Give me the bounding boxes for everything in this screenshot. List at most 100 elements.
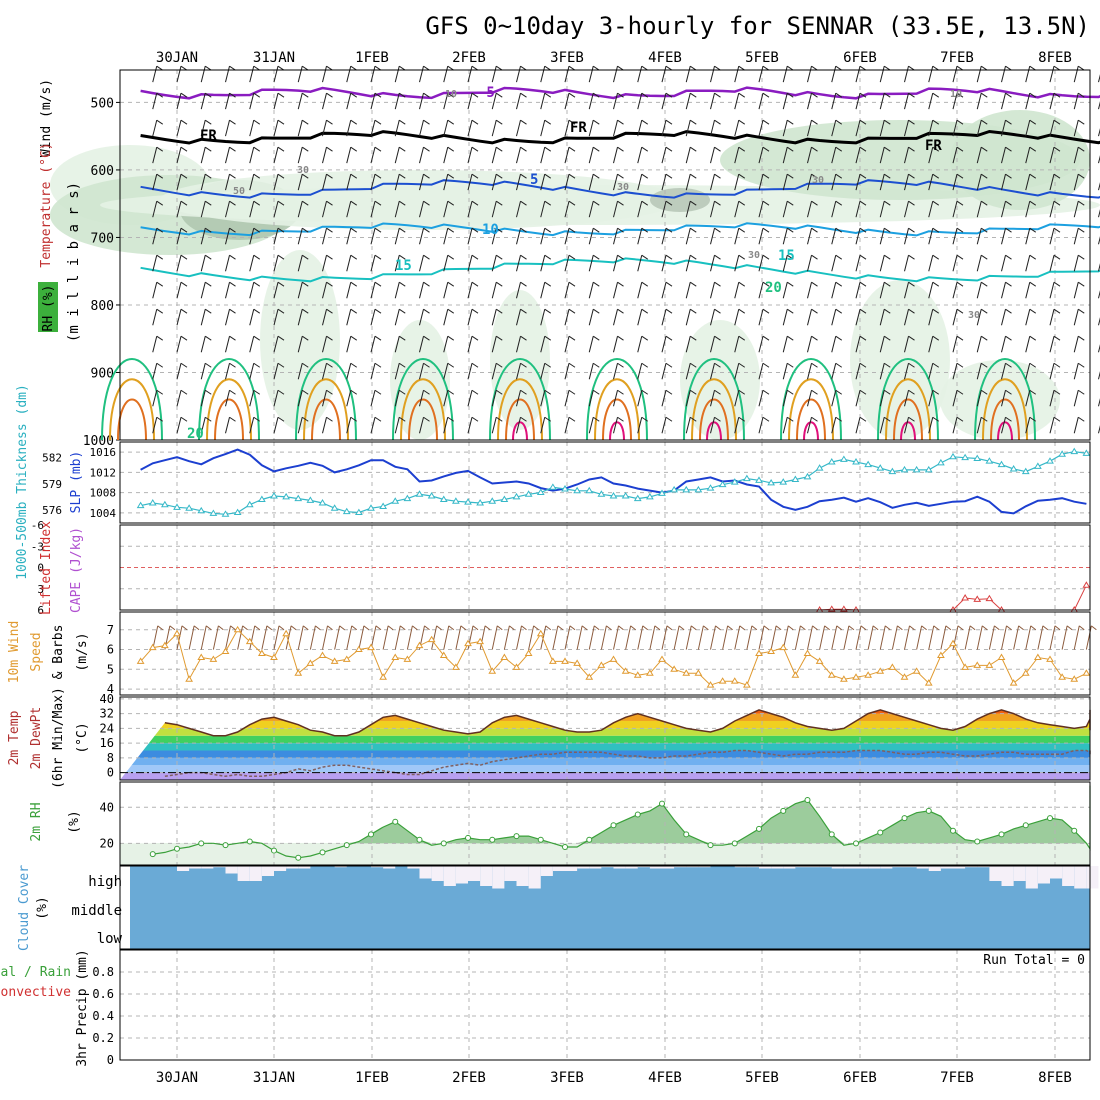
wind-barb <box>855 174 861 191</box>
wind-barb <box>419 390 424 407</box>
wind-barb <box>297 120 303 137</box>
thickness-line-marker <box>548 483 557 490</box>
wind-barb <box>904 282 909 299</box>
wind-barb-flag <box>520 119 527 125</box>
wind-barb-flag <box>495 146 503 152</box>
wind-barb <box>758 363 764 380</box>
wind-barb-flag <box>641 200 649 206</box>
wind-barb <box>819 625 826 650</box>
high-cloud-gap <box>734 866 747 868</box>
wind-barb <box>564 390 570 407</box>
wind-barb <box>467 417 473 434</box>
wind-barb-flag <box>617 92 624 98</box>
wind-barb-flag <box>374 416 382 422</box>
wind-barb <box>467 228 473 245</box>
wind-barb-flag <box>786 173 794 179</box>
wind-barb-flag <box>326 389 333 395</box>
wind-barb-flag <box>775 625 782 631</box>
wind-barb <box>831 174 837 191</box>
wind-barb-flag <box>472 625 479 631</box>
wind-speed-line-marker <box>973 661 982 668</box>
wind-barb <box>661 120 667 137</box>
temp-band <box>120 713 1090 721</box>
wind-barb <box>273 120 279 137</box>
wind-barb-flag <box>689 146 697 152</box>
wind-barb-flag <box>1053 362 1061 368</box>
wind-barb <box>1049 255 1055 272</box>
wind-barb-flag <box>811 65 818 71</box>
wind-barb <box>758 147 764 164</box>
wind-barb <box>443 336 449 353</box>
wind-barb-flag <box>956 65 964 71</box>
temp-label-4: (°C) <box>75 722 90 753</box>
wind-barb-flag <box>811 281 818 287</box>
top-date-label: 4FEB <box>648 50 682 66</box>
wind-barb-flag <box>399 625 406 631</box>
wind-barb-flag <box>714 200 721 206</box>
wind-barb-flag <box>811 200 818 206</box>
wind-barb-flag <box>932 65 940 71</box>
wind-barb <box>443 309 449 326</box>
wind-barb <box>782 120 788 137</box>
wind-barb <box>1073 255 1079 272</box>
wind-barb-flag <box>374 92 382 98</box>
thickness-line-marker <box>633 494 642 502</box>
wind-barb <box>758 336 764 353</box>
wind-barb-flag <box>714 308 721 314</box>
wind-barb <box>637 625 644 650</box>
high-cloud-gap <box>771 866 784 869</box>
wind-barb-flag <box>786 308 794 314</box>
wind-barb <box>613 147 618 164</box>
wind-barb <box>176 66 182 83</box>
wind-barb-flag <box>665 146 673 152</box>
contour-label: 30 <box>297 165 309 176</box>
wind-barb <box>807 93 812 110</box>
wind-barb-flag <box>714 281 721 287</box>
wind-barb-flag <box>727 625 733 631</box>
wind-barb <box>928 625 935 650</box>
wind-barb <box>1037 625 1044 650</box>
bottom-date-label: 6FEB <box>843 1070 877 1086</box>
wind-barb <box>976 120 982 137</box>
bottom-date-label: 5FEB <box>745 1070 779 1086</box>
wind-barb-flag <box>980 254 988 260</box>
wind-barb-flag <box>447 119 455 125</box>
wind-barb-flag <box>180 281 188 287</box>
wind-barb <box>879 174 885 191</box>
isotherm-25 <box>982 378 1028 441</box>
wind-barb-flag <box>326 281 333 287</box>
wind-barb <box>564 174 570 191</box>
wind-barb-flag <box>689 362 697 368</box>
wind-barb <box>297 390 303 407</box>
cloud-fill <box>130 866 1090 949</box>
thickness-line-marker <box>718 480 727 488</box>
high-cloud-gap <box>213 866 226 868</box>
wind-barb-flag <box>180 335 188 341</box>
wind-barb <box>1049 120 1055 137</box>
wind-barb-flag <box>859 173 867 179</box>
wind-barb-flag <box>521 625 527 631</box>
wind-barb <box>297 255 303 272</box>
thickness-line-marker <box>403 494 412 502</box>
wind-barb-flag <box>350 173 358 179</box>
high-cloud-gap <box>480 866 493 886</box>
wind-barb-flag <box>204 281 212 287</box>
wind-barb <box>273 282 279 299</box>
wind-barb <box>807 255 812 272</box>
wind-barb-flag <box>423 92 430 98</box>
wind-barb <box>540 174 546 191</box>
wind-barb-flag <box>544 119 552 125</box>
wind-barb <box>1049 363 1055 380</box>
thickness-line-marker <box>827 458 836 465</box>
pressure-tick-label: 700 <box>91 231 114 246</box>
wind-barb <box>952 282 958 299</box>
wind-barb-flag <box>835 362 843 368</box>
rh2m-label-1: 2m RH <box>29 802 44 841</box>
wind-barb-flag <box>568 416 576 422</box>
wind-barb <box>273 390 279 407</box>
wind-barb-flag <box>1077 173 1085 179</box>
wind-barb <box>928 282 934 299</box>
wind-barb <box>443 282 449 299</box>
thickness-line-marker <box>209 509 218 516</box>
wind-barb-flag <box>471 173 479 179</box>
